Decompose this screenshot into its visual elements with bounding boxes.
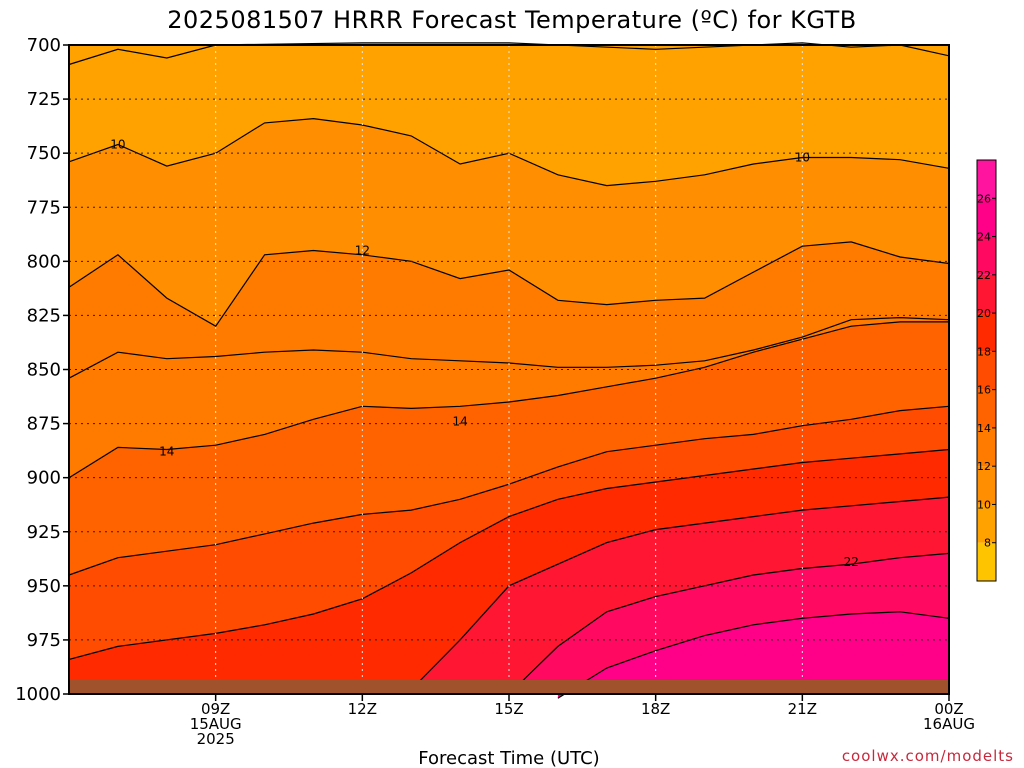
chart-title: 2025081507 HRRR Forecast Temperature (ºC…: [167, 6, 857, 34]
colorbar-label-24: 24: [977, 231, 991, 244]
colorbar-label-18: 18: [977, 345, 991, 358]
y-tick-label-925: 925: [27, 522, 61, 543]
contour-labels: 10 10 12 14 14 22: [110, 138, 859, 570]
y-tick-label-850: 850: [27, 360, 61, 381]
colorbar-frame: [976, 159, 997, 582]
colorbar-swatch-14: [977, 389, 996, 428]
y-tick-label-825: 825: [27, 305, 61, 326]
isotherm-line-22: [508, 552, 950, 695]
y-tick-label-875: 875: [27, 414, 61, 435]
colorbar-swatch-16: [977, 351, 996, 390]
surface-ground-strip: [69, 680, 949, 694]
colorbar: 8 10 12 14 16 18 20 22 24 26: [976, 159, 997, 582]
isotherm-line-8: [68, 42, 950, 66]
colorbar-label-22: 22: [977, 269, 991, 282]
y-tick-label-775: 775: [27, 197, 61, 218]
y-tick-label-950: 950: [27, 576, 61, 597]
isotherm-line-20: [410, 496, 950, 691]
contour-label-10: 10: [795, 150, 810, 164]
x-tick-label-16aug: 16AUG: [923, 715, 975, 733]
credit-text: coolwx.com/modelts: [842, 747, 1014, 765]
x-tick-label-15aug: 15AUG: [190, 715, 242, 733]
x-tick-label-18z: 18Z: [641, 700, 670, 718]
colorbar-swatch-6: [977, 542, 996, 581]
colorbar-swatch-26: [977, 160, 996, 199]
contour-label-12: 12: [355, 244, 370, 258]
colorbar-swatch-24: [977, 198, 996, 237]
x-tick-label-12z: 12Z: [348, 700, 377, 718]
colorbar-swatch-10: [977, 466, 996, 505]
y-tick-label-975: 975: [27, 630, 61, 651]
contour-label-14: 14: [452, 414, 467, 428]
y-tick-label-750: 750: [27, 143, 61, 164]
y-axis: 700 725 750 775 800 825 850 875 900 925 950 975 1000: [15, 35, 69, 705]
isotherm-line-12: [68, 241, 950, 327]
y-tick-label-800: 800: [27, 251, 61, 272]
x-tick-label-09z: 09Z: [201, 700, 230, 718]
colorbar-label-10: 10: [977, 498, 991, 511]
contour-label-14: 14: [159, 445, 174, 459]
isotherm-line-24: [557, 611, 950, 699]
colorbar-swatch-8: [977, 504, 996, 543]
colorbar-label-12: 12: [977, 460, 991, 473]
colorbar-label-26: 26: [977, 192, 991, 205]
y-tick-label-725: 725: [27, 89, 61, 110]
contour-label-22: 22: [844, 555, 859, 569]
colorbar-label-14: 14: [977, 422, 991, 435]
colorbar-swatch-18: [977, 313, 996, 352]
y-tick-label-900: 900: [27, 468, 61, 489]
x-axis-title: Forecast Time (UTC): [418, 748, 599, 768]
colorbar-swatch-12: [977, 427, 996, 467]
colorbar-label-8: 8: [984, 537, 991, 550]
colorbar-label-16: 16: [977, 384, 991, 397]
x-tick-label-2025: 2025: [197, 730, 235, 748]
colorbar-swatch-20: [977, 274, 996, 314]
y-tick-label-1000: 1000: [15, 684, 61, 705]
y-tick-label-700: 700: [27, 35, 61, 56]
colorbar-swatch-22: [977, 236, 996, 275]
contour-label-10: 10: [110, 138, 125, 152]
x-tick-label-21z: 21Z: [788, 700, 817, 718]
colorbar-label-20: 20: [977, 307, 991, 320]
x-tick-label-15z: 15Z: [494, 700, 523, 718]
x-tick-label-00z: 00Z: [934, 700, 963, 718]
